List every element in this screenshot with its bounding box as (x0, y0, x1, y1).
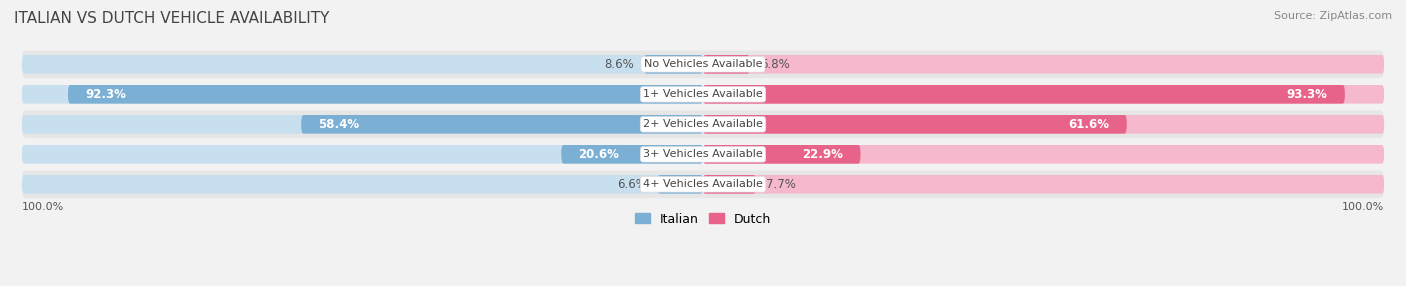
Text: 93.3%: 93.3% (1286, 88, 1327, 101)
Text: Source: ZipAtlas.com: Source: ZipAtlas.com (1274, 11, 1392, 21)
FancyBboxPatch shape (703, 145, 1384, 164)
Text: 92.3%: 92.3% (86, 88, 127, 101)
FancyBboxPatch shape (22, 55, 703, 74)
Text: 61.6%: 61.6% (1069, 118, 1109, 131)
Text: 1+ Vehicles Available: 1+ Vehicles Available (643, 89, 763, 99)
FancyBboxPatch shape (644, 55, 703, 74)
FancyBboxPatch shape (67, 85, 703, 104)
FancyBboxPatch shape (703, 115, 1384, 134)
FancyBboxPatch shape (703, 175, 1384, 194)
Text: 22.9%: 22.9% (803, 148, 844, 161)
Text: 6.8%: 6.8% (761, 58, 790, 71)
FancyBboxPatch shape (703, 85, 1346, 104)
FancyBboxPatch shape (561, 145, 703, 164)
FancyBboxPatch shape (301, 115, 703, 134)
Text: No Vehicles Available: No Vehicles Available (644, 59, 762, 69)
Text: ITALIAN VS DUTCH VEHICLE AVAILABILITY: ITALIAN VS DUTCH VEHICLE AVAILABILITY (14, 11, 329, 26)
FancyBboxPatch shape (22, 170, 1384, 198)
FancyBboxPatch shape (22, 175, 703, 194)
FancyBboxPatch shape (703, 55, 749, 74)
Text: 7.7%: 7.7% (766, 178, 796, 191)
FancyBboxPatch shape (658, 175, 703, 194)
FancyBboxPatch shape (703, 115, 1126, 134)
Text: 100.0%: 100.0% (1341, 202, 1384, 212)
FancyBboxPatch shape (22, 140, 1384, 168)
Text: 100.0%: 100.0% (22, 202, 65, 212)
Text: 4+ Vehicles Available: 4+ Vehicles Available (643, 179, 763, 189)
FancyBboxPatch shape (703, 55, 1384, 74)
Text: 58.4%: 58.4% (318, 118, 360, 131)
Text: 8.6%: 8.6% (603, 58, 634, 71)
FancyBboxPatch shape (22, 115, 703, 134)
Text: 20.6%: 20.6% (578, 148, 620, 161)
FancyBboxPatch shape (22, 85, 703, 104)
Text: 2+ Vehicles Available: 2+ Vehicles Available (643, 119, 763, 129)
Legend: Italian, Dutch: Italian, Dutch (630, 208, 776, 231)
Text: 3+ Vehicles Available: 3+ Vehicles Available (643, 149, 763, 159)
FancyBboxPatch shape (22, 81, 1384, 108)
FancyBboxPatch shape (22, 51, 1384, 78)
FancyBboxPatch shape (703, 85, 1384, 104)
FancyBboxPatch shape (703, 175, 756, 194)
FancyBboxPatch shape (703, 145, 860, 164)
FancyBboxPatch shape (22, 110, 1384, 138)
FancyBboxPatch shape (22, 145, 703, 164)
Text: 6.6%: 6.6% (617, 178, 647, 191)
